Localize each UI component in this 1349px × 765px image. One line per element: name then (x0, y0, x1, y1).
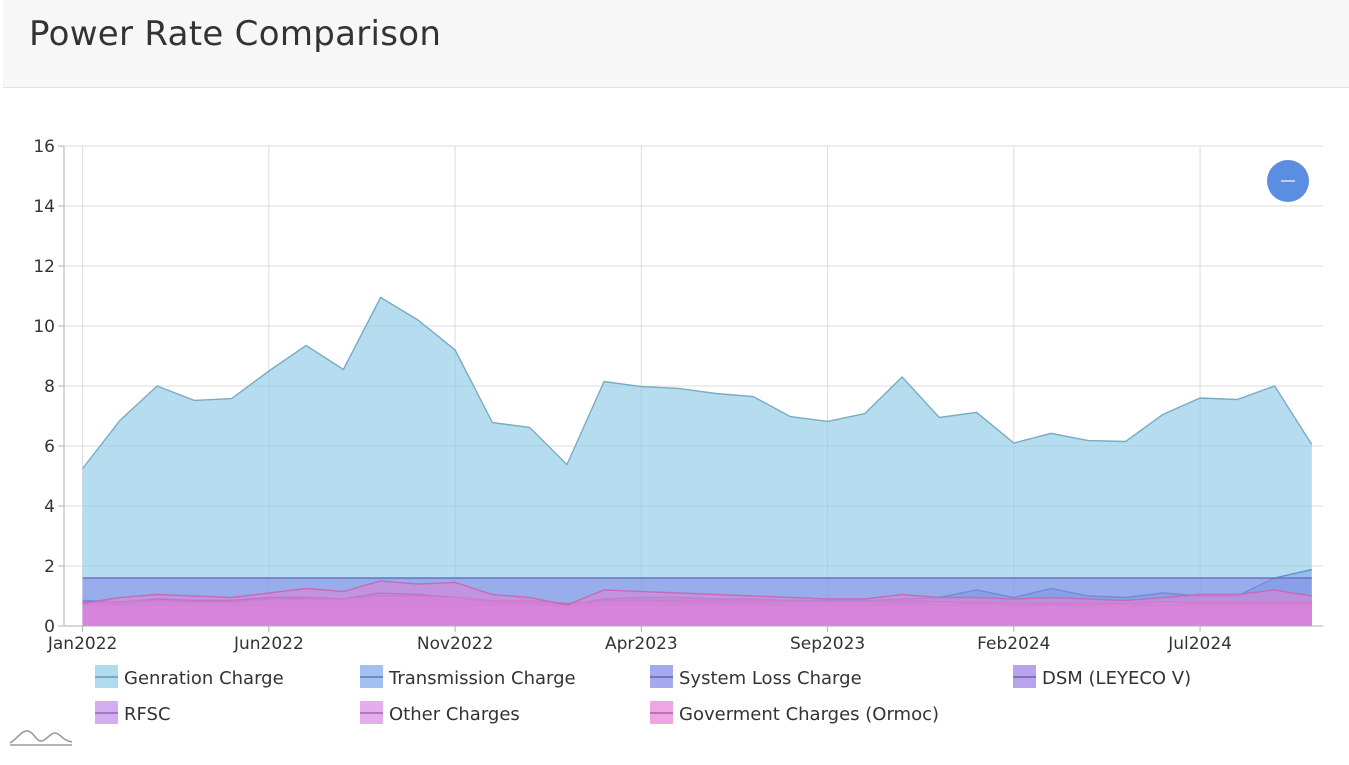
legend-label: Transmission Charge (388, 668, 576, 689)
y-tick-label: 8 (44, 377, 55, 397)
x-tick-label: Feb2024 (977, 634, 1050, 654)
x-tick-label: Apr2023 (605, 634, 678, 654)
series-line-6 (82, 580, 1312, 606)
chart-logo-icon (9, 730, 73, 746)
zoom-reset-button[interactable] (1267, 160, 1309, 202)
page-header: Power Rate Comparison (3, 0, 1349, 88)
y-tick-label: 12 (33, 257, 55, 277)
legend-label: RFSC (124, 704, 171, 725)
legend-label: System Loss Charge (679, 668, 862, 689)
chart-axes: 0 2 4 6 8 10 12 14 16 Jan2022 Jun2022 Nov2022 Apr202… (33, 137, 1323, 654)
legend-item[interactable]: System Loss Charge (650, 665, 862, 689)
y-tick-label: 14 (33, 197, 55, 217)
legend-item[interactable]: Transmission Charge (360, 665, 576, 689)
legend-label: DSM (LEYECO V) (1042, 668, 1191, 689)
y-tick-label: 6 (44, 437, 55, 457)
legend-label: Genration Charge (124, 668, 284, 689)
x-tick-label: Jan2022 (47, 634, 117, 654)
series-line-0 (82, 296, 1313, 469)
page-title: Power Rate Comparison (29, 14, 442, 54)
chart-series (82, 296, 1313, 626)
x-tick-label: Nov2022 (417, 634, 493, 654)
y-tick-label: 10 (33, 317, 55, 337)
series-area-0 (82, 297, 1312, 626)
legend-item[interactable]: RFSC (95, 701, 171, 725)
y-tick-label: 2 (44, 557, 55, 577)
legend-item[interactable]: DSM (LEYECO V) (1013, 665, 1191, 689)
legend-item[interactable]: Genration Charge (95, 665, 284, 689)
legend-item[interactable]: Goverment Charges (Ormoc) (650, 701, 939, 725)
y-tick-label: 16 (33, 137, 55, 157)
legend-item[interactable]: Other Charges (360, 701, 520, 725)
y-tick-label: 0 (44, 617, 55, 637)
x-tick-label: Jul2024 (1167, 634, 1232, 654)
x-tick-label: Jun2022 (233, 634, 304, 654)
legend-label: Other Charges (389, 704, 520, 725)
series-area-6 (82, 581, 1312, 626)
chart-legend: Genration Charge Transmission Charge Syste… (95, 665, 1191, 725)
y-tick-label: 4 (44, 497, 55, 517)
x-tick-label: Sep2023 (790, 634, 865, 654)
legend-label: Goverment Charges (Ormoc) (679, 704, 939, 725)
